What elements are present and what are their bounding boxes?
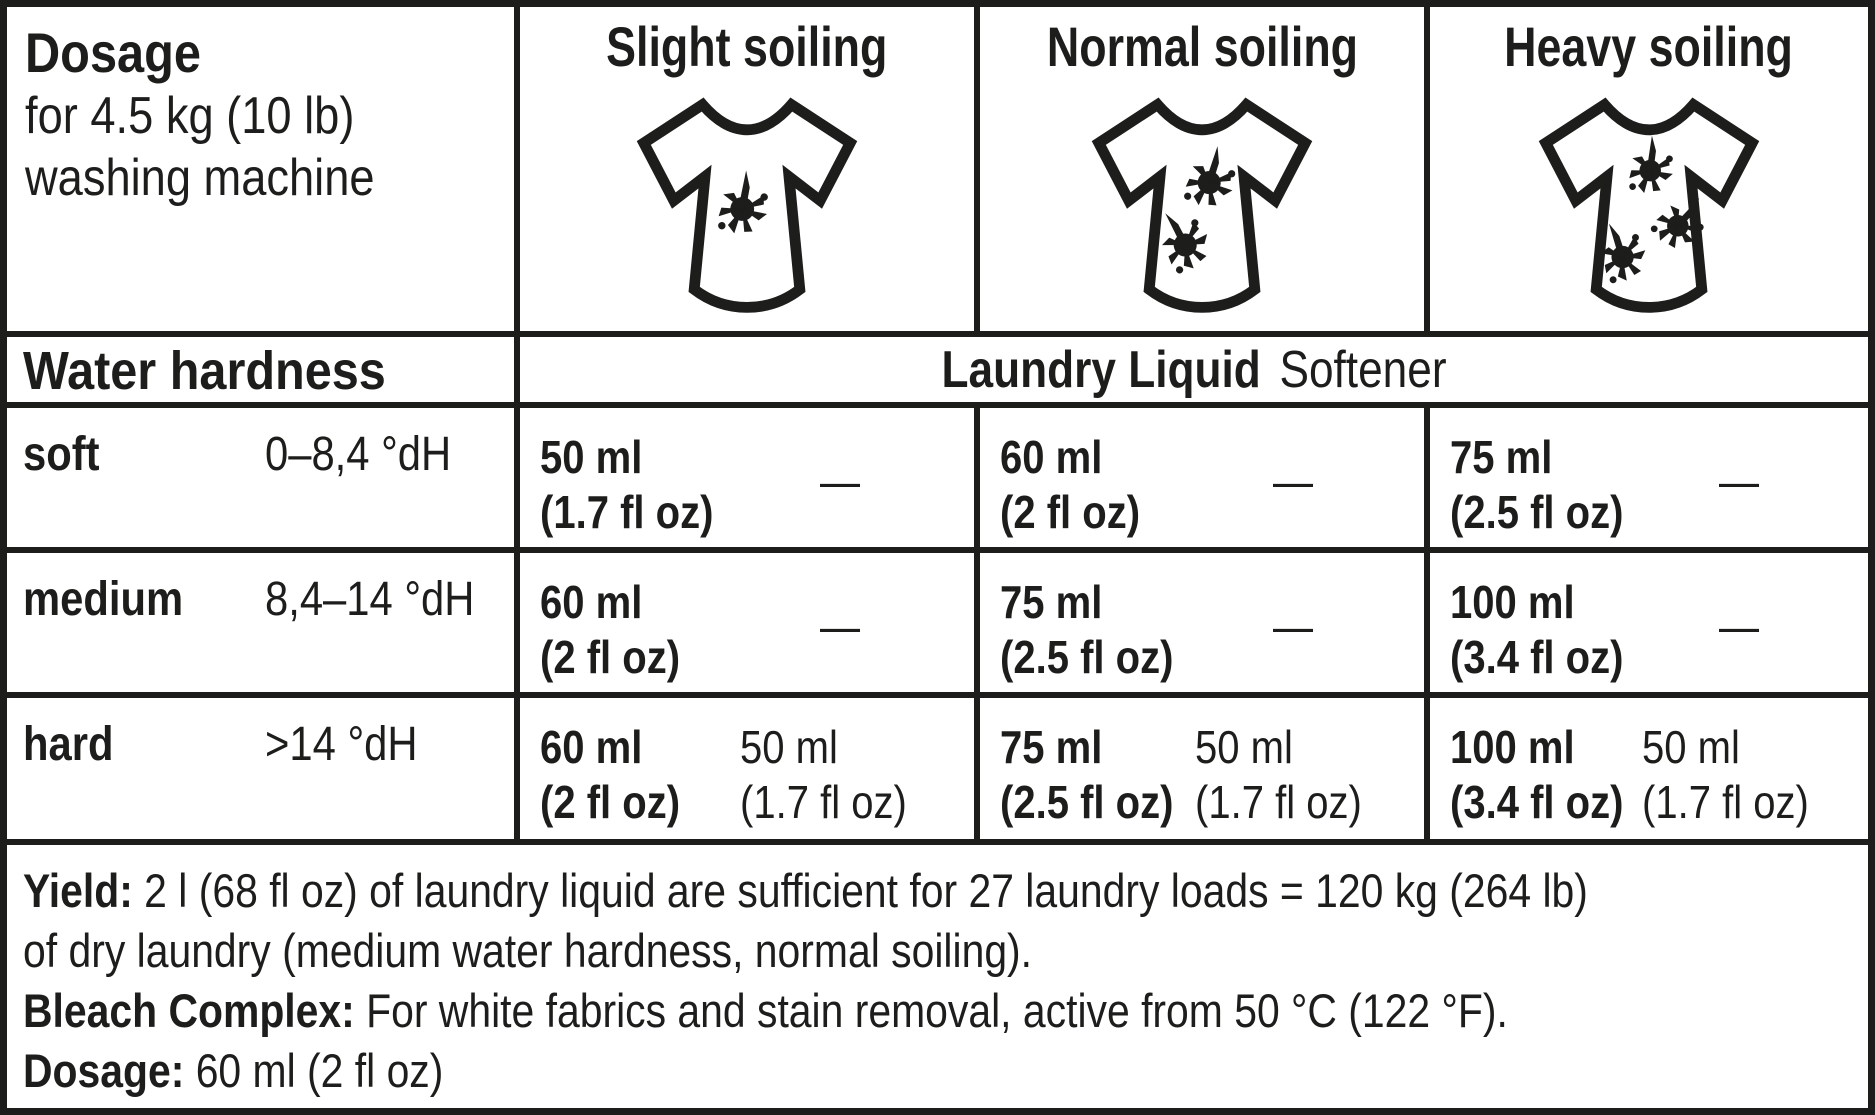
hardness-cell-medium: medium 8,4–14 °dH (7, 553, 520, 698)
dose-cell-hard-normal: 75 ml (2.5 fl oz) 50 ml (1.7 fl oz) (980, 698, 1430, 845)
yield-note-line2: of dry laundry (medium water hardness, n… (23, 924, 1033, 977)
dosage-note-label: Dosage: (23, 1044, 185, 1097)
softener-dose-dash: — (1719, 600, 1760, 652)
softener-dose: 50 ml (1.7 fl oz) (740, 721, 907, 828)
hardness-cell-soft: soft 0–8,4 °dH (7, 408, 520, 553)
dose-cell-medium-heavy: 100 ml (3.4 fl oz) — (1430, 553, 1868, 698)
normal-soiling-header-cell: Normal soiling (980, 7, 1430, 337)
dose-cell-medium-normal: 75 ml (2.5 fl oz) — (980, 553, 1430, 698)
softener-label: Softener (1279, 340, 1447, 399)
liquid-dose: 60 ml (2 fl oz) (540, 576, 681, 683)
hardness-range: 8,4–14 °dH (265, 573, 475, 626)
normal-soiling-label: Normal soiling (1046, 15, 1358, 78)
tshirt-1-stain-icon (627, 89, 867, 317)
softener-dose: 50 ml (1.7 fl oz) (1642, 721, 1810, 828)
liquid-dose: 75 ml (2.5 fl oz) (1000, 721, 1174, 828)
stain-splat-icon (716, 167, 773, 238)
hardness-name: soft (23, 428, 100, 481)
dose-cell-soft-slight: 50 ml (1.7 fl oz) — (520, 408, 980, 553)
hardness-range: 0–8,4 °dH (265, 428, 452, 481)
dose-cell-soft-heavy: 75 ml (2.5 fl oz) — (1430, 408, 1868, 553)
slight-soiling-header-cell: Slight soiling (520, 7, 980, 337)
product-header-cell: Laundry Liquid Softener (520, 337, 1868, 408)
water-hardness-label: Water hardness (23, 341, 386, 401)
stain-splat-icon (1628, 134, 1677, 196)
liquid-dose: 75 ml (2.5 fl oz) (1000, 576, 1174, 683)
softener-dose-dash: — (819, 455, 860, 507)
slight-soiling-label: Slight soiling (606, 15, 888, 78)
product-header: Laundry Liquid Softener (941, 340, 1446, 400)
dosage-subtitle-capacity: for 4.5 kg (10 lb) (25, 87, 355, 145)
heavy-soiling-header-cell: Heavy soiling (1430, 7, 1868, 337)
liquid-dose: 100 ml (3.4 fl oz) (1450, 576, 1624, 683)
dosage-note: Dosage: 60 ml (2 fl oz) (23, 1044, 444, 1097)
stain-splat-icon (1647, 186, 1718, 258)
hardness-range: >14 °dH (265, 718, 418, 771)
heavy-soiling-label: Heavy soiling (1504, 15, 1794, 78)
liquid-dose: 60 ml (2 fl oz) (1000, 431, 1141, 538)
softener-dose-dash: — (1719, 455, 1760, 507)
dose-cell-hard-slight: 60 ml (2 fl oz) 50 ml (1.7 fl oz) (520, 698, 980, 845)
hardness-cell-hard: hard >14 °dH (7, 698, 520, 845)
dose-cell-medium-slight: 60 ml (2 fl oz) — (520, 553, 980, 698)
softener-dose-dash: — (1273, 455, 1314, 507)
dosage-header-cell: Dosage for 4.5 kg (10 lb) washing machin… (7, 7, 520, 337)
softener-dose: 50 ml (1.7 fl oz) (1195, 721, 1363, 828)
softener-dose-dash: — (1273, 600, 1314, 652)
liquid-dose: 75 ml (2.5 fl oz) (1450, 431, 1624, 538)
dosage-title: Dosage (25, 21, 201, 84)
liquid-dose: 50 ml (1.7 fl oz) (540, 431, 714, 538)
water-hardness-header-cell: Water hardness (7, 337, 520, 408)
bleach-note: Bleach Complex: For white fabrics and st… (23, 984, 1508, 1037)
footer-notes: Yield: 2 l (68 fl oz) of laundry liquid … (7, 845, 1868, 1108)
dosage-subtitle-machine: washing machine (25, 149, 375, 207)
liquid-dose: 60 ml (2 fl oz) (540, 721, 681, 828)
yield-label: Yield: (23, 864, 133, 917)
laundry-liquid-label: Laundry Liquid (941, 340, 1261, 399)
tshirt-3-stains-icon (1529, 89, 1769, 317)
yield-note: Yield: 2 l (68 fl oz) of laundry liquid … (23, 864, 1588, 917)
tshirt-2-stains-icon (1082, 89, 1322, 317)
bleach-complex-label: Bleach Complex: (23, 984, 355, 1037)
dose-cell-soft-normal: 60 ml (2 fl oz) — (980, 408, 1430, 553)
softener-dose-dash: — (819, 600, 860, 652)
liquid-dose: 100 ml (3.4 fl oz) (1450, 721, 1624, 828)
hardness-name: hard (23, 718, 114, 771)
stain-splat-icon (1182, 140, 1243, 213)
dose-cell-hard-heavy: 100 ml (3.4 fl oz) 50 ml (1.7 fl oz) (1430, 698, 1868, 845)
hardness-name: medium (23, 573, 184, 626)
